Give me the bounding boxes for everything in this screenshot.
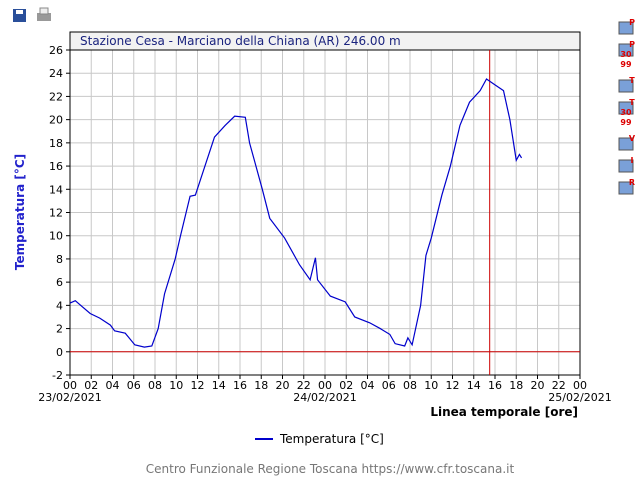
x-tick-label: 08: [148, 379, 162, 392]
x-tick-label: 02: [339, 379, 353, 392]
date-label: 24/02/2021: [293, 391, 356, 404]
x-tick-label: 22: [297, 379, 311, 392]
side-button[interactable]: [618, 79, 634, 93]
x-tick-label: 20: [276, 379, 290, 392]
y-tick-label: 12: [49, 207, 63, 220]
side-button-label[interactable]: R: [629, 178, 635, 187]
y-tick-label: 14: [49, 183, 63, 196]
side-button-label[interactable]: 30: [620, 108, 632, 117]
side-button[interactable]: [618, 43, 634, 57]
side-button[interactable]: [618, 159, 634, 173]
x-tick-label: 16: [488, 379, 502, 392]
plot-frame: [69, 49, 581, 376]
y-tick-label: 8: [56, 253, 63, 266]
side-button[interactable]: [618, 137, 634, 151]
x-tick-label: 00: [318, 379, 332, 392]
save-icon-label: [16, 10, 23, 14]
y-tick-label: 10: [49, 230, 63, 243]
y-tick-label: -2: [52, 369, 63, 382]
x-tick-label: 06: [382, 379, 396, 392]
x-tick-label: 20: [531, 379, 545, 392]
x-tick-label: 18: [509, 379, 523, 392]
x-tick-label: 08: [403, 379, 417, 392]
y-tick-label: 24: [49, 67, 63, 80]
side-button-label[interactable]: T: [629, 76, 635, 85]
y-tick-label: 20: [49, 114, 63, 127]
x-tick-label: 02: [84, 379, 98, 392]
footer: Centro Funzionale Regione Toscana https:…: [146, 462, 515, 476]
side-button-label[interactable]: V: [629, 134, 636, 143]
print-icon-paper: [39, 7, 49, 15]
x-tick-label: 14: [467, 379, 481, 392]
side-button-label[interactable]: 99: [620, 118, 632, 127]
x-axis-label: Linea temporale [ore]: [430, 405, 578, 419]
y-tick-label: 4: [56, 299, 63, 312]
x-tick-label: 12: [446, 379, 460, 392]
y-tick-label: 22: [49, 90, 63, 103]
toolbar: [13, 7, 51, 22]
y-tick-label: 6: [56, 276, 63, 289]
date-label: 25/02/2021: [548, 391, 611, 404]
temperature-line: [69, 78, 523, 348]
x-tick-label: 10: [424, 379, 438, 392]
y-tick-label: 18: [49, 137, 63, 150]
y-tick-label: 16: [49, 160, 63, 173]
y-tick-label: 2: [56, 323, 63, 336]
side-button[interactable]: [618, 101, 634, 115]
legend-label: Temperatura [°C]: [279, 432, 384, 446]
date-label: 23/02/2021: [38, 391, 101, 404]
side-button-label[interactable]: P: [629, 40, 635, 49]
x-tick-label: 06: [127, 379, 141, 392]
x-tick-label: 10: [169, 379, 183, 392]
x-tick-label: 14: [212, 379, 226, 392]
x-tick-label: 18: [254, 379, 268, 392]
x-tick-label: 16: [233, 379, 247, 392]
x-tick-label: 00: [63, 379, 77, 392]
side-button-label[interactable]: I: [631, 156, 634, 165]
y-tick-label: 0: [56, 346, 63, 359]
x-tick-label: 04: [106, 379, 120, 392]
chart-title: Stazione Cesa - Marciano della Chiana (A…: [80, 34, 401, 48]
x-tick-label: 12: [191, 379, 205, 392]
x-tick-label: 22: [552, 379, 566, 392]
side-button[interactable]: [618, 181, 634, 195]
side-button[interactable]: [618, 21, 634, 35]
side-button-label[interactable]: T: [629, 98, 635, 107]
x-tick-label: 00: [573, 379, 587, 392]
print-icon[interactable]: [37, 13, 51, 21]
y-axis-label: Temperatura [°C]: [13, 154, 27, 270]
side-button-label[interactable]: P: [629, 18, 635, 27]
y-tick-label: 26: [49, 44, 63, 57]
side-button-label[interactable]: 30: [620, 50, 632, 59]
x-tick-label: 04: [361, 379, 375, 392]
side-button-label[interactable]: 99: [620, 60, 632, 69]
